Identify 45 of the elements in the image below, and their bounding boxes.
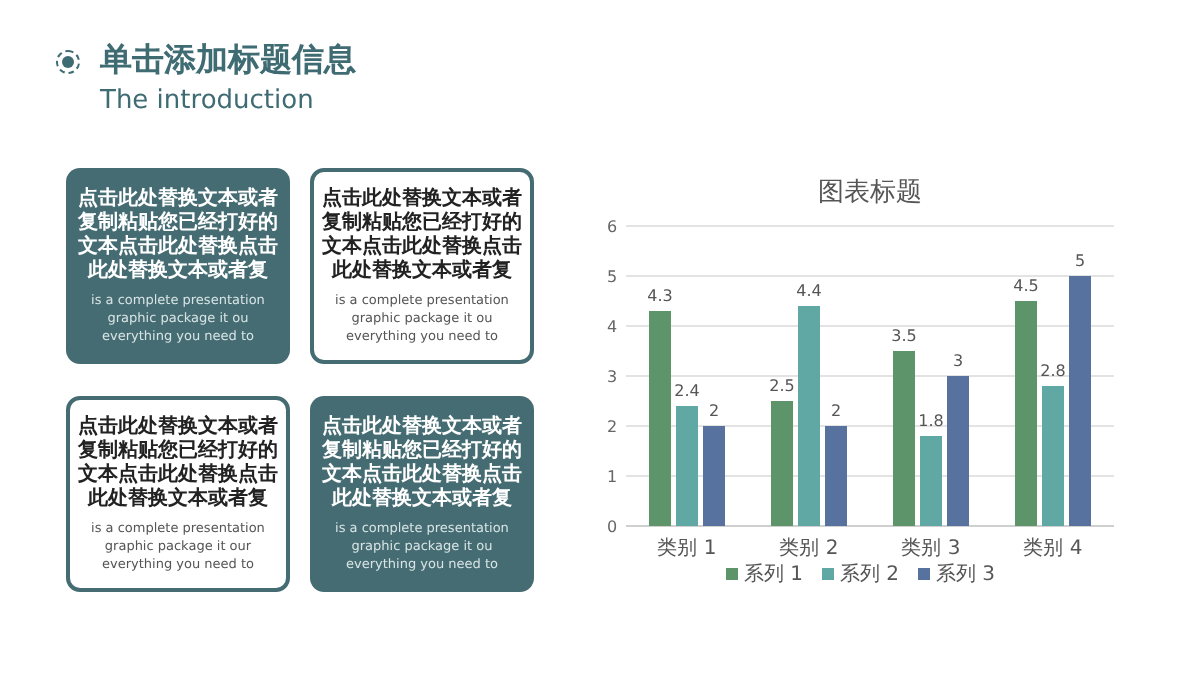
- y-tick-label: 4: [606, 318, 618, 336]
- legend-label: 系列 1: [744, 562, 804, 586]
- x-tick-label: 类别 3: [901, 536, 961, 560]
- text: 点击此处替换文本或者复制粘贴您已经打好的文本点击此处替换点击此处替换文本或者复: [320, 187, 524, 283]
- data-label: 2: [708, 402, 720, 420]
- data-label: 4.3: [647, 287, 673, 305]
- x-tick-label: 类别 4: [1023, 536, 1083, 560]
- y-tick-label: 1: [606, 468, 618, 486]
- text: 点击此处替换文本或者复制粘贴您已经打好的文本点击此处替换点击此处替换文本或者复: [76, 187, 280, 283]
- data-label: 1.8: [918, 412, 944, 430]
- bar: [1015, 301, 1037, 526]
- legend-label: 系列 2: [840, 562, 900, 586]
- chart-title: 图表标题: [818, 178, 922, 208]
- bar: [825, 426, 847, 526]
- bar: [1069, 276, 1091, 526]
- bar: [893, 351, 915, 526]
- data-label: 3.5: [891, 327, 917, 345]
- data-label: 4.4: [796, 282, 822, 300]
- data-label: 3: [952, 352, 964, 370]
- y-tick-label: 2: [606, 418, 618, 436]
- legend-label: 系列 3: [936, 562, 996, 586]
- bar: [703, 426, 725, 526]
- y-tick-label: 0: [606, 518, 618, 536]
- bar: [771, 401, 793, 526]
- bar: [1042, 386, 1064, 526]
- data-label: 2: [830, 402, 842, 420]
- y-tick-label: 6: [606, 218, 618, 236]
- data-label: 2.5: [769, 377, 795, 395]
- bar: [649, 311, 671, 526]
- bar: [676, 406, 698, 526]
- bar: [947, 376, 969, 526]
- y-tick-label: 5: [606, 268, 618, 286]
- data-label: 4.5: [1013, 277, 1039, 295]
- data-label: 5: [1074, 252, 1086, 270]
- text: 点击此处替换文本或者复制粘贴您已经打好的文本点击此处替换点击此处替换文本或者复: [76, 415, 280, 511]
- x-tick-label: 类别 1: [657, 536, 717, 560]
- text: The introduction: [100, 86, 314, 116]
- text: 单击添加标题信息: [100, 40, 356, 82]
- text: 点击此处替换文本或者复制粘贴您已经打好的文本点击此处替换点击此处替换文本或者复: [320, 415, 524, 511]
- data-label: 2.4: [674, 382, 700, 400]
- bar: [920, 436, 942, 526]
- x-tick-label: 类别 2: [779, 536, 839, 560]
- data-label: 2.8: [1040, 362, 1066, 380]
- y-tick-label: 3: [606, 368, 618, 386]
- bar: [798, 306, 820, 526]
